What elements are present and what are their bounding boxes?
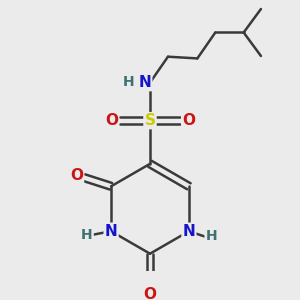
Text: O: O — [70, 168, 83, 183]
Text: O: O — [105, 113, 118, 128]
Text: N: N — [105, 224, 118, 239]
Text: O: O — [143, 287, 157, 300]
Text: H: H — [81, 228, 93, 242]
Text: N: N — [182, 224, 195, 239]
Text: O: O — [182, 113, 195, 128]
Text: N: N — [138, 75, 151, 90]
Text: H: H — [123, 75, 134, 89]
Text: H: H — [206, 230, 217, 243]
Text: S: S — [145, 113, 155, 128]
